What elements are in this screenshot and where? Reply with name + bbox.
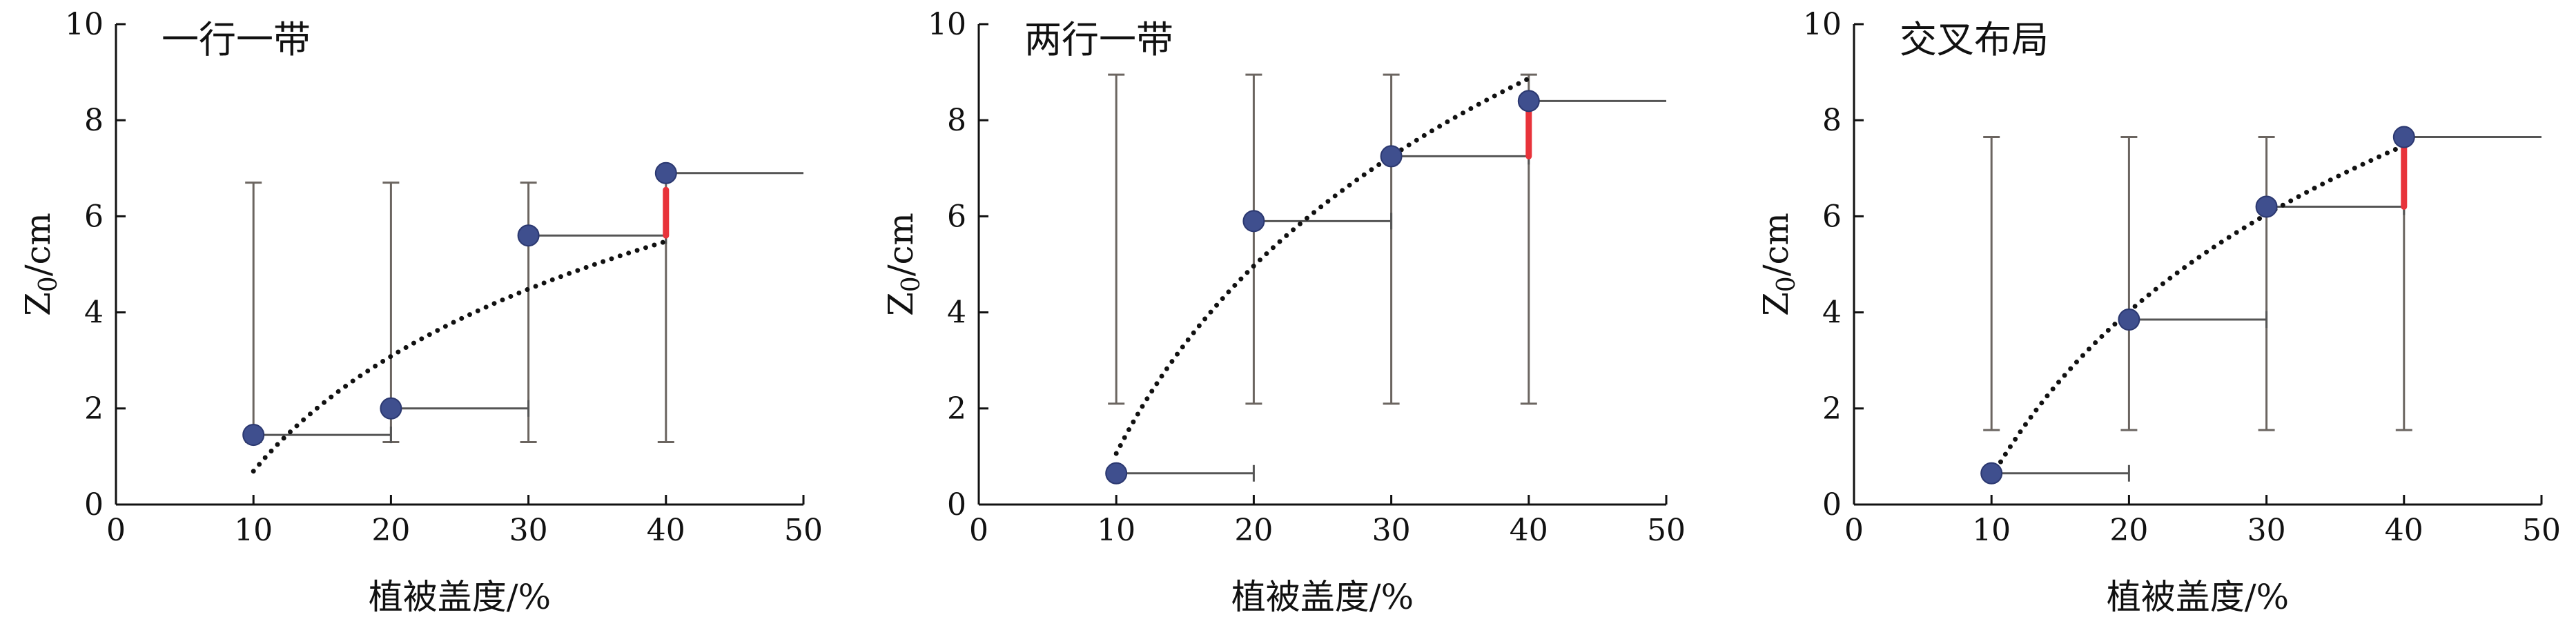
y-tick-label: 2 xyxy=(84,391,104,427)
y-axis-title-subscript: 0 xyxy=(35,276,63,292)
y-tick-label: 4 xyxy=(947,295,966,331)
x-tick-label: 50 xyxy=(784,513,823,548)
y-axis-title-main: Z xyxy=(18,292,58,316)
y-tick-label: 10 xyxy=(65,7,104,42)
data-point xyxy=(1105,462,1128,485)
y-tick-label: 4 xyxy=(84,295,104,331)
x-axis-title: 植被盖度/% xyxy=(369,577,551,617)
x-tick-label: 40 xyxy=(1510,513,1548,548)
panel-title: 一行一带 xyxy=(162,18,311,61)
y-axis-title: Z0/cm xyxy=(881,213,926,316)
y-tick-label: 10 xyxy=(1803,7,1842,42)
x-tick-label: 10 xyxy=(1972,513,2011,548)
x-tick-label: 0 xyxy=(106,513,126,548)
y-axis-title-subscript: 0 xyxy=(1773,276,1801,292)
y-axis-title-main: Z xyxy=(1756,292,1796,316)
x-tick-label: 30 xyxy=(2247,513,2286,548)
y-axis-title-subscript: 0 xyxy=(897,276,926,292)
x-tick-label: 40 xyxy=(647,513,685,548)
data-point xyxy=(380,397,402,420)
y-tick-label: 0 xyxy=(1822,487,1842,522)
x-tick-label: 40 xyxy=(2385,513,2423,548)
x-tick-label: 50 xyxy=(2522,513,2561,548)
data-point xyxy=(517,224,540,247)
trend-line xyxy=(251,239,669,474)
y-tick-label: 8 xyxy=(947,103,966,138)
y-tick-label: 10 xyxy=(928,7,966,42)
x-axis-title: 植被盖度/% xyxy=(1231,577,1414,617)
x-tick-label: 10 xyxy=(234,513,273,548)
y-axis-title: Z0/cm xyxy=(1756,213,1801,316)
y-axis-title-main: Z xyxy=(881,292,921,316)
data-point xyxy=(1380,145,1403,168)
x-tick-label: 0 xyxy=(969,513,988,548)
y-axis-title-unit: /cm xyxy=(18,213,58,276)
y-tick-label: 4 xyxy=(1822,295,1842,331)
data-point xyxy=(242,424,265,447)
x-tick-label: 10 xyxy=(1097,513,1135,548)
y-axis-title-unit: /cm xyxy=(881,213,921,276)
panel-title: 交叉布局 xyxy=(1900,18,2049,61)
data-point xyxy=(2255,195,2278,218)
data-point xyxy=(2118,309,2140,331)
y-tick-label: 8 xyxy=(84,103,104,138)
x-tick-label: 20 xyxy=(371,513,410,548)
y-tick-label: 6 xyxy=(1822,199,1842,234)
data-point xyxy=(1980,462,2003,485)
x-tick-label: 50 xyxy=(1647,513,1686,548)
x-axis-title: 植被盖度/% xyxy=(2107,577,2289,617)
data-point xyxy=(654,162,677,184)
data-point xyxy=(1517,90,1540,113)
x-tick-label: 20 xyxy=(2109,513,2148,548)
y-tick-label: 0 xyxy=(84,487,104,522)
x-tick-label: 0 xyxy=(1844,513,1864,548)
x-tick-label: 30 xyxy=(509,513,548,548)
y-tick-label: 6 xyxy=(947,199,966,234)
y-tick-label: 8 xyxy=(1822,103,1842,138)
y-axis-title-unit: /cm xyxy=(1756,213,1796,276)
x-tick-label: 20 xyxy=(1234,513,1273,548)
x-tick-label: 30 xyxy=(1372,513,1411,548)
y-tick-label: 6 xyxy=(84,199,104,234)
data-point xyxy=(2392,126,2415,148)
panel-title: 两行一带 xyxy=(1024,18,1173,61)
y-tick-label: 2 xyxy=(947,391,966,427)
data-point xyxy=(1242,210,1265,233)
y-tick-label: 2 xyxy=(1822,391,1842,427)
trend-line xyxy=(1989,143,2407,480)
y-tick-label: 0 xyxy=(947,487,966,522)
y-axis-title: Z0/cm xyxy=(18,213,63,316)
trend-line xyxy=(1113,76,1532,456)
